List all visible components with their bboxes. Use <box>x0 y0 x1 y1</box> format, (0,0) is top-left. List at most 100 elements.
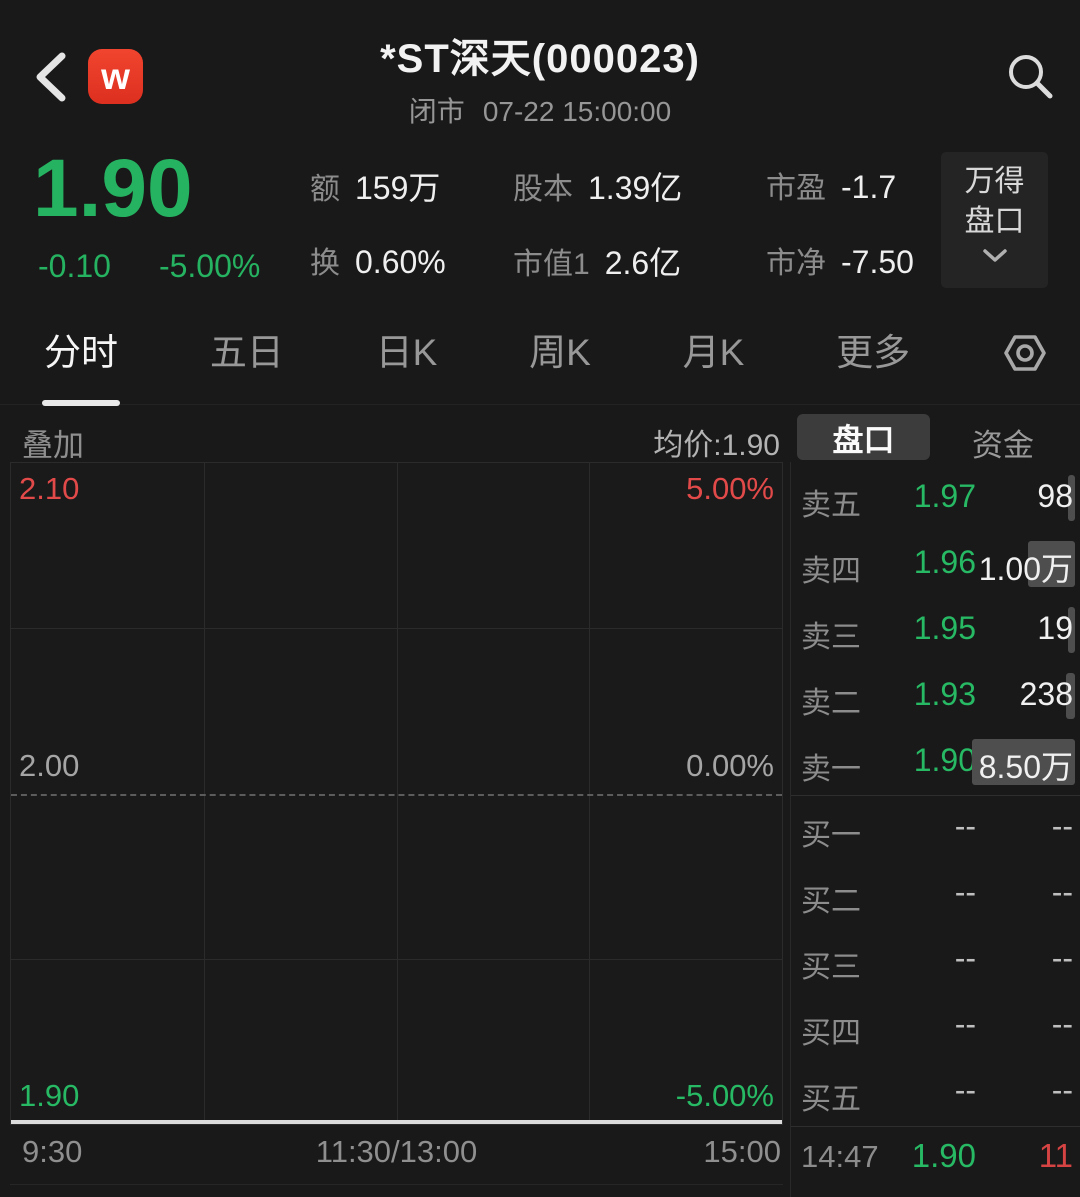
tab-intraday[interactable]: 分时 <box>42 322 120 406</box>
ask-row-3[interactable]: 卖三 1.95 19 <box>791 607 1080 654</box>
ask-volume-bar <box>1068 607 1075 653</box>
quote-datetime: 07-22 15:00:00 <box>482 96 672 127</box>
stat-value: 1.39亿 <box>588 170 683 206</box>
tick-time: 14:47 <box>801 1139 879 1174</box>
stat-value: 159万 <box>355 170 441 206</box>
bid-level-label: 买三 <box>801 951 861 984</box>
stat-label: 额 <box>310 173 340 206</box>
bid-row-2[interactable]: 买二 -- -- <box>791 871 1080 918</box>
y-axis-max-price: 2.10 <box>19 471 80 506</box>
ask-row-4[interactable]: 卖四 1.96 1.00万 <box>791 541 1080 588</box>
wind-logo-letter: w <box>101 55 130 97</box>
ask-row-5[interactable]: 卖五 1.97 98 <box>791 475 1080 522</box>
period-tabbar: 分时 五日 日K 周K 月K 更多 <box>0 302 1080 406</box>
bid-price: -- <box>954 874 976 910</box>
ask-price: 1.90 <box>913 742 976 778</box>
ask-price: 1.95 <box>913 610 976 646</box>
time-tick-close: 15:00 <box>703 1134 781 1169</box>
overlay-button[interactable]: 叠加 <box>22 428 84 463</box>
bottom-divider <box>10 1184 783 1185</box>
ask-price: 1.97 <box>913 478 976 514</box>
price-change-pct: -5.00% <box>158 248 261 284</box>
stat-value: -7.50 <box>841 244 914 280</box>
ask-qty: 98 <box>1037 478 1073 514</box>
y-axis-min-price: 1.90 <box>19 1078 80 1113</box>
ask-volume-bar <box>1068 475 1075 521</box>
ask-volume-bar <box>1028 541 1075 587</box>
ask-level-label: 卖四 <box>801 555 861 588</box>
last-price: 1.90 <box>33 143 193 234</box>
tab-5day[interactable]: 五日 <box>209 332 284 373</box>
stat-label: 市净 <box>766 247 826 280</box>
ask-row-1[interactable]: 卖一 1.90 8.50万 <box>791 739 1080 786</box>
ask-level-label: 卖一 <box>801 753 861 786</box>
stats-column-3: 市盈 -1.7 市净 -7.50 <box>766 163 914 280</box>
bid-price: -- <box>954 940 976 976</box>
search-button[interactable] <box>1004 50 1056 102</box>
tab-monthly-k[interactable]: 月K <box>682 332 745 373</box>
bid-level-label: 买五 <box>801 1083 861 1116</box>
ask-qty: 238 <box>1019 676 1073 712</box>
ask-row-2[interactable]: 卖二 1.93 238 <box>791 673 1080 720</box>
bid-price: -- <box>954 1006 976 1042</box>
price-series-line <box>11 1120 782 1124</box>
stat-turnover: 换 0.60% <box>310 238 446 280</box>
panel-tab-funds[interactable]: 资金 <box>972 428 1034 463</box>
ask-level-label: 卖三 <box>801 621 861 654</box>
y-axis-mid-price: 2.00 <box>19 747 80 783</box>
page-title: *ST深天(000023) <box>380 37 700 81</box>
ask-level-label: 卖二 <box>801 687 861 720</box>
ask-bid-divider <box>791 795 1080 796</box>
ask-volume-bar <box>1066 673 1075 719</box>
tab-daily-k[interactable]: 日K <box>375 332 438 373</box>
stat-pb: 市净 -7.50 <box>766 238 914 280</box>
stats-column-1: 额 159万 换 0.60% <box>310 163 446 280</box>
ask-volume-bar <box>972 739 1075 785</box>
wind-level2-panel-button[interactable]: 万得 盘口 <box>941 152 1048 288</box>
market-status: 闭市 <box>408 96 465 127</box>
bid-row-1[interactable]: 买一 -- -- <box>791 805 1080 852</box>
last-tick-row[interactable]: 14:47 1.90 11 <box>791 1134 1080 1180</box>
ask-qty: 8.50万 <box>978 749 1073 785</box>
back-button[interactable] <box>28 48 78 106</box>
bid-qty: -- <box>1051 808 1073 844</box>
time-tick-open: 9:30 <box>22 1134 83 1169</box>
y-axis-mid-pct: 0.00% <box>686 747 774 783</box>
tick-price: 1.90 <box>911 1137 976 1174</box>
grid-hline <box>11 958 782 960</box>
bid-level-label: 买四 <box>801 1017 861 1050</box>
bid-qty: -- <box>1051 1006 1073 1042</box>
stat-pe: 市盈 -1.7 <box>766 163 914 205</box>
ask-price: 1.93 <box>913 676 976 712</box>
bid-row-5[interactable]: 买五 -- -- <box>791 1069 1080 1116</box>
ask-level-label: 卖五 <box>801 489 861 522</box>
tab-weekly-k[interactable]: 周K <box>529 332 591 373</box>
back-chevron-icon <box>36 52 66 102</box>
stat-amount: 额 159万 <box>310 163 446 206</box>
stat-share-capital: 股本 1.39亿 <box>513 163 682 206</box>
tick-qty: 11 <box>1038 1137 1073 1174</box>
chevron-down-icon <box>982 249 1007 262</box>
average-price-label: 均价:1.90 <box>653 429 780 462</box>
search-icon <box>1009 55 1053 99</box>
tab-more[interactable]: 更多 <box>836 332 911 373</box>
stat-value: 0.60% <box>355 244 446 280</box>
stat-value: -1.7 <box>841 169 897 205</box>
wind-app-logo[interactable]: w <box>88 49 143 104</box>
market-status-line: 闭市 07-22 15:00:00 <box>0 90 1080 130</box>
bid-price: -- <box>954 808 976 844</box>
ask-price: 1.96 <box>913 544 976 580</box>
bid-level-label: 买一 <box>801 819 861 852</box>
bid-row-3[interactable]: 买三 -- -- <box>791 937 1080 984</box>
wind-panel-line1: 万得 <box>964 165 1025 198</box>
order-book-panel: 卖五 1.97 98 卖四 1.96 1.00万 卖三 1.95 19 卖二 1… <box>790 462 1080 1197</box>
panel-tab-order-book[interactable]: 盘口 <box>797 414 930 460</box>
time-tick-midday: 11:30/13:00 <box>315 1134 478 1169</box>
chart-settings-icon[interactable] <box>1002 330 1048 376</box>
stat-label: 股本 <box>513 173 573 206</box>
time-axis: 9:30 11:30/13:00 15:00 <box>10 1134 783 1178</box>
bid-qty: -- <box>1051 1072 1073 1108</box>
prev-close-dashed-line <box>11 793 782 796</box>
bid-row-4[interactable]: 买四 -- -- <box>791 1003 1080 1050</box>
intraday-chart[interactable]: 2.10 5.00% 2.00 0.00% 1.90 -5.00% <box>10 462 783 1125</box>
